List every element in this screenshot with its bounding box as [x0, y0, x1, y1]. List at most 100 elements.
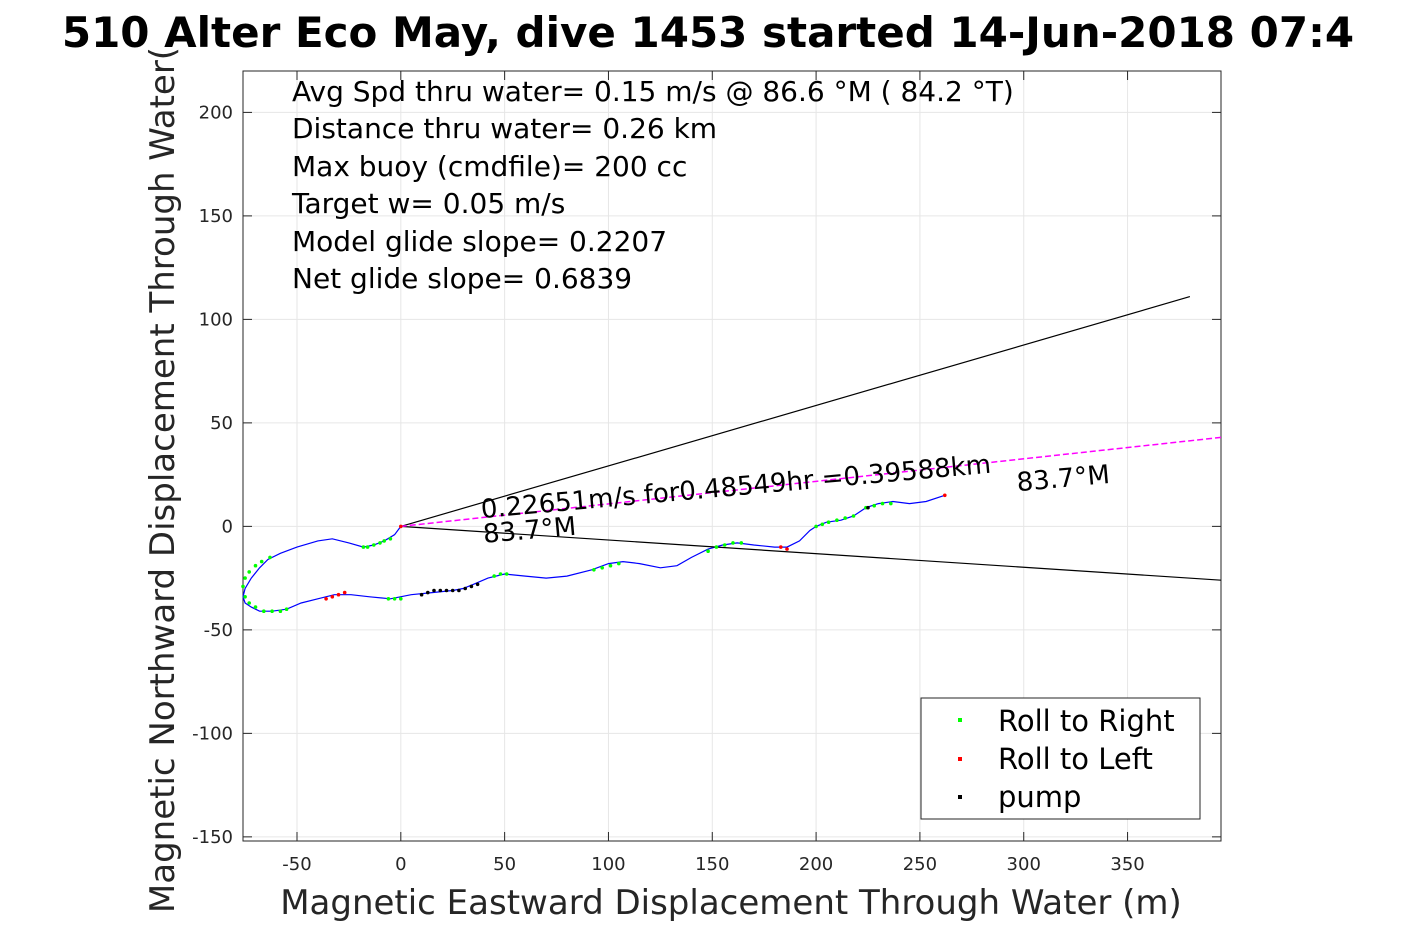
pump-point	[450, 588, 455, 593]
roll-right-point	[617, 561, 621, 566]
info-line-max-buoy: Max buoy (cmdfile)= 200 cc	[292, 150, 687, 183]
roll-right-point	[851, 514, 856, 518]
info-line-net-glide: Net glide slope= 0.6839	[292, 262, 632, 295]
roll-right-point	[826, 520, 831, 524]
roll-right-point	[361, 545, 366, 549]
data-markers	[241, 493, 947, 613]
pump-point	[457, 588, 461, 593]
y-tick-label: 0	[222, 516, 233, 537]
info-line-target-w: Target w= 0.05 m/s	[291, 187, 565, 220]
roll-right-point	[270, 609, 274, 613]
roll-right-point	[731, 541, 735, 545]
x-tick-label: 100	[591, 854, 625, 875]
roll-right-point	[872, 503, 876, 508]
roll-left-point	[330, 595, 335, 599]
x-tick-label: -50	[282, 854, 311, 875]
roll-right-point	[399, 597, 403, 601]
pump-point	[866, 505, 870, 510]
roll-right-point	[835, 518, 839, 522]
x-tick-label: 300	[1007, 854, 1041, 875]
roll-left-point	[336, 592, 341, 597]
roll-right-point	[492, 574, 497, 578]
legend: Roll to Right Roll to Left pump	[920, 697, 1201, 820]
roll-right-point	[382, 539, 387, 543]
legend-box	[920, 697, 1201, 820]
pump-point	[432, 588, 436, 593]
legend-marker-pump	[958, 795, 962, 799]
roll-right-point	[592, 568, 596, 572]
y-tick-label: 150	[199, 206, 233, 227]
legend-label-roll-left: Roll to Left	[998, 742, 1153, 776]
y-tick-label: 100	[199, 309, 233, 330]
cone-lower-line	[400, 525, 1222, 581]
pump-point	[463, 586, 468, 591]
roll-left-point	[943, 493, 947, 498]
roll-right-point	[706, 549, 710, 553]
x-tick-label: 200	[799, 854, 833, 875]
chart-title: 510 Alter Eco May, dive 1453 started 14-…	[62, 8, 1354, 57]
roll-right-point	[259, 559, 264, 564]
roll-right-point	[608, 563, 613, 568]
roll-right-point	[372, 543, 376, 547]
legend-label-pump: pump	[998, 780, 1081, 814]
roll-left-point	[324, 597, 328, 601]
roll-right-point	[504, 572, 509, 576]
roll-right-point	[722, 543, 727, 547]
plot-frame	[242, 70, 1222, 842]
roll-right-point	[243, 595, 247, 599]
roll-right-point	[278, 609, 283, 613]
roll-left-point	[342, 590, 347, 595]
y-tick-label: -100	[192, 723, 233, 744]
x-tick-label: 350	[1110, 854, 1144, 875]
roll-right-point	[247, 601, 251, 605]
roll-right-point	[241, 584, 245, 589]
pump-point	[475, 582, 480, 587]
info-line-model-glide: Model glide slope= 0.2207	[292, 225, 667, 258]
roll-right-point	[284, 607, 289, 611]
ticks: -50 0 50 100 150 200 250 300 350 -150 -100 -50 0 50 10…	[192, 71, 1221, 875]
roll-right-point	[600, 566, 604, 570]
cone-upper-line	[400, 296, 1191, 527]
x-tick-label: 250	[903, 854, 937, 875]
track-line	[242, 494, 945, 612]
roll-right-point	[880, 501, 885, 506]
roll-right-point	[253, 605, 258, 609]
roll-right-point	[814, 524, 818, 529]
roll-left-point	[399, 524, 403, 529]
pump-point	[469, 584, 474, 589]
roll-right-point	[253, 563, 258, 568]
pump-point	[444, 588, 449, 593]
roll-right-point	[268, 555, 272, 560]
info-line-distance: Distance thru water= 0.26 km	[292, 112, 717, 145]
info-box: Avg Spd thru water= 0.15 m/s @ 86.6 °M (…	[291, 75, 1014, 295]
pump-point	[438, 588, 443, 593]
data-lines	[242, 296, 1222, 612]
roll-right-point	[386, 597, 391, 601]
x-tick-label: 50	[493, 854, 516, 875]
pump-point	[426, 590, 430, 595]
roll-right-point	[365, 545, 370, 549]
roll-right-point	[388, 537, 393, 541]
y-tick-label: -50	[204, 620, 233, 641]
y-tick-label: -150	[192, 827, 233, 848]
roll-right-point	[392, 597, 397, 601]
roll-right-point	[739, 541, 744, 545]
roll-right-point	[498, 572, 503, 576]
roll-right-point	[820, 522, 825, 527]
roll-left-point	[779, 545, 783, 549]
y-tick-label: 200	[199, 102, 233, 123]
legend-label-roll-right: Roll to Right	[998, 704, 1175, 738]
roll-right-point	[378, 541, 382, 545]
current-line	[400, 436, 1222, 528]
legend-marker-roll-right	[958, 718, 962, 722]
y-tick-label: 50	[210, 413, 233, 434]
y-axis-label: Magnetic Northward Displacement Through …	[143, 47, 183, 913]
info-line-avg-speed: Avg Spd thru water= 0.15 m/s @ 86.6 °M (…	[292, 75, 1014, 108]
roll-right-point	[243, 576, 247, 580]
roll-right-point	[843, 516, 847, 520]
roll-right-point	[714, 545, 719, 549]
legend-marker-roll-left	[958, 757, 962, 761]
pump-point	[419, 592, 424, 597]
roll-right-point	[247, 570, 251, 574]
